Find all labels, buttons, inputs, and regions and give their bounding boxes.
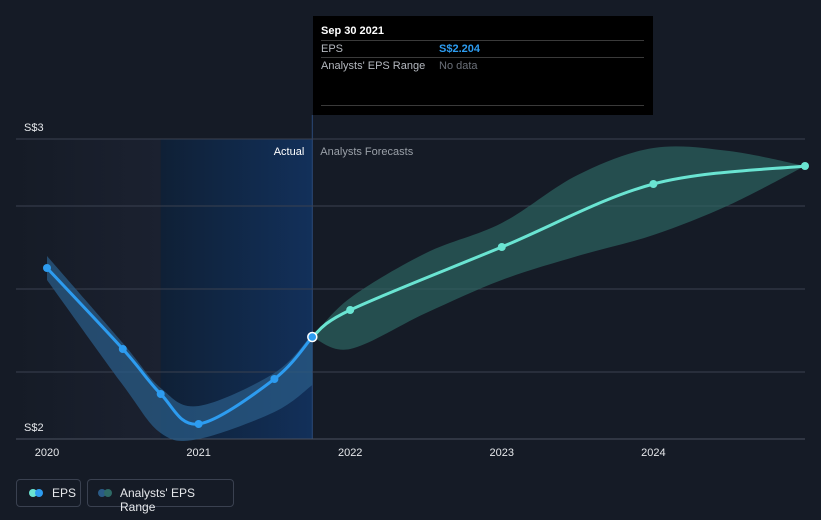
legend-range-label: Analysts' EPS Range <box>120 486 195 514</box>
tooltip-row-eps: EPS S$2.204 <box>321 40 644 58</box>
x-tick-label-2023: 2023 <box>490 447 514 459</box>
x-tick-label-2022: 2022 <box>338 447 362 459</box>
forecast-point-4 <box>801 162 809 170</box>
eps-point-3 <box>194 420 203 428</box>
x-tick-label-2020: 2020 <box>35 447 59 459</box>
forecast-point-2 <box>497 243 506 251</box>
eps-point-1 <box>118 345 127 353</box>
forecast-point-1 <box>346 306 355 314</box>
eps-legend-icon <box>29 489 45 497</box>
legend-eps-label: EPS <box>52 486 77 500</box>
tooltip: Sep 30 2021 EPS S$2.204 Analysts' EPS Ra… <box>313 16 653 115</box>
x-tick-label-2024: 2024 <box>641 447 665 459</box>
eps-point-2 <box>156 390 165 398</box>
tooltip-date: Sep 30 2021 <box>321 25 384 37</box>
range-legend-icon <box>98 489 114 497</box>
legend-item-range[interactable]: Analysts' EPS Range <box>87 479 234 514</box>
tooltip-eps-value: S$2.204 <box>439 43 480 55</box>
eps-point-0 <box>43 264 51 272</box>
legend-item-eps[interactable]: EPS <box>16 479 81 507</box>
forecast-region-label: Analysts Forecasts <box>320 146 413 158</box>
eps-point-5 <box>307 331 318 343</box>
forecast-point-3 <box>649 180 658 188</box>
y-tick-label-bottom: S$2 <box>24 422 44 434</box>
tooltip-range-value: No data <box>439 60 478 72</box>
actual-range-band <box>47 256 313 442</box>
eps-point-4 <box>270 375 279 383</box>
tooltip-divider <box>321 105 644 106</box>
tooltip-eps-label: EPS <box>321 43 344 55</box>
actual-region-label: Actual <box>274 146 305 158</box>
x-tick-label-2021: 2021 <box>186 447 210 459</box>
tooltip-row-range: Analysts' EPS Range No data <box>321 57 644 75</box>
tooltip-range-label: Analysts' EPS Range <box>321 60 426 72</box>
y-tick-label-top: S$3 <box>24 122 44 134</box>
forecast-range-band <box>312 146 805 350</box>
